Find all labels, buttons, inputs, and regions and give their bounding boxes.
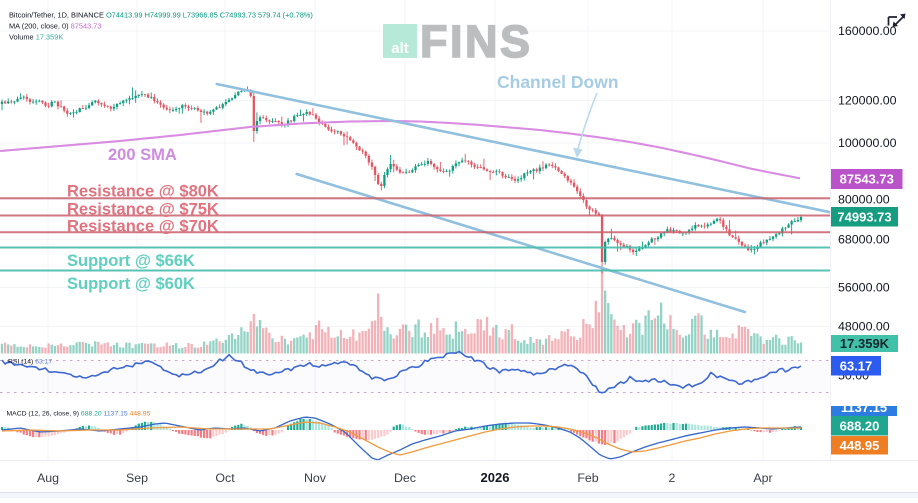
svg-text:FINS: FINS — [420, 16, 533, 67]
svg-text:56000.00: 56000.00 — [838, 281, 890, 295]
svg-text:688.20: 688.20 — [840, 418, 880, 433]
svg-text:120000.00: 120000.00 — [838, 94, 897, 108]
svg-text:RSI (14) 63.17: RSI (14) 63.17 — [8, 359, 52, 366]
svg-text:Oct: Oct — [215, 471, 235, 485]
svg-text:Resistance @ $75K: Resistance @ $75K — [67, 201, 219, 219]
svg-text:Nov: Nov — [304, 471, 327, 485]
svg-text:Resistance @ $80K: Resistance @ $80K — [67, 183, 219, 201]
svg-text:Channel Down: Channel Down — [497, 72, 619, 92]
svg-text:68000.00: 68000.00 — [838, 233, 890, 247]
svg-text:87543.73: 87543.73 — [840, 172, 894, 187]
svg-text:74993.73: 74993.73 — [837, 209, 891, 224]
svg-text:2: 2 — [669, 471, 676, 485]
svg-text:200 SMA: 200 SMA — [108, 146, 177, 164]
svg-text:Aug: Aug — [37, 471, 59, 485]
svg-text:Resistance @ $70K: Resistance @ $70K — [67, 218, 219, 236]
svg-text:160000.00: 160000.00 — [838, 24, 897, 38]
svg-text:alt: alt — [391, 40, 409, 57]
svg-text:Sep: Sep — [126, 471, 148, 485]
svg-text:MACD (12, 26, close, 9) 688.2: MACD (12, 26, close, 9) 688.20 1137.15 4… — [7, 411, 151, 418]
svg-text:Support @ $66K: Support @ $66K — [67, 252, 195, 270]
svg-text:1137.15: 1137.15 — [841, 400, 887, 415]
svg-text:Bitcoin/Tether, 1D, BINANCE O: Bitcoin/Tether, 1D, BINANCE O74413.99 H7… — [9, 10, 313, 19]
svg-text:Apr: Apr — [753, 471, 772, 485]
svg-text:448.95: 448.95 — [840, 438, 880, 453]
svg-text:80000.00: 80000.00 — [838, 193, 890, 207]
svg-text:Feb: Feb — [577, 471, 598, 485]
svg-text:48000.00: 48000.00 — [838, 320, 890, 334]
svg-text:Volume 17.359K: Volume 17.359K — [9, 33, 63, 42]
svg-text:Support @ $60K: Support @ $60K — [67, 275, 195, 293]
svg-text:MA (200, close, 0) 87543.73: MA (200, close, 0) 87543.73 — [9, 21, 101, 30]
svg-text:63.17: 63.17 — [840, 358, 873, 373]
svg-text:17.359K: 17.359K — [840, 336, 890, 351]
svg-text:2026: 2026 — [481, 470, 510, 485]
svg-text:100000.00: 100000.00 — [838, 136, 897, 150]
svg-text:Dec: Dec — [394, 471, 416, 485]
